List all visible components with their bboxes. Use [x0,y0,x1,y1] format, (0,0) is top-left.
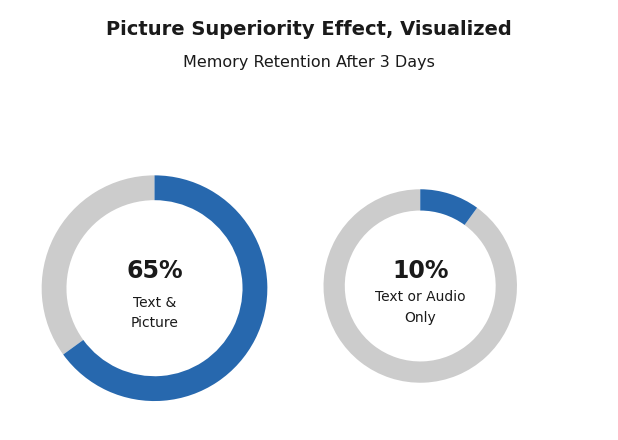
Text: Text or Audio
Only: Text or Audio Only [375,290,465,325]
Text: Text &
Picture: Text & Picture [130,296,179,330]
Wedge shape [420,189,477,225]
Wedge shape [41,176,154,355]
Wedge shape [323,189,517,383]
Text: 10%: 10% [392,260,449,283]
Text: Picture Superiority Effect, Visualized: Picture Superiority Effect, Visualized [106,20,512,39]
Wedge shape [63,176,268,401]
Text: Memory Retention After 3 Days: Memory Retention After 3 Days [183,55,435,70]
Text: 65%: 65% [126,259,183,283]
